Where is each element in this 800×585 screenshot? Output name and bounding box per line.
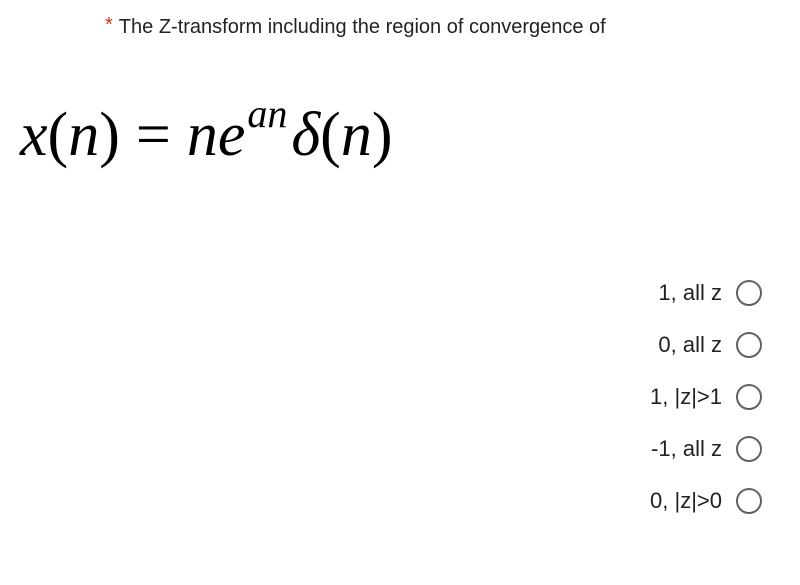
- question-text: * The Z-transform including the region of…: [105, 16, 606, 39]
- radio-icon[interactable]: [736, 488, 762, 514]
- eq-n-lhs: n: [68, 100, 99, 171]
- radio-icon[interactable]: [736, 384, 762, 410]
- question-prompt: The Z-transform including the region of …: [119, 16, 606, 38]
- eq-x: x: [20, 100, 48, 171]
- eq-paren-close: ): [99, 100, 120, 171]
- option-row[interactable]: 1, all z: [658, 280, 762, 306]
- option-label: 0, |z|>0: [650, 488, 722, 514]
- equation: x ( n ) = n e an δ ( n ): [20, 100, 720, 200]
- radio-icon[interactable]: [736, 436, 762, 462]
- eq-sup-n: n: [267, 90, 287, 137]
- option-label: 0, all z: [658, 332, 722, 358]
- eq-paren-close-2: ): [372, 100, 393, 171]
- eq-delta: δ: [291, 100, 320, 171]
- eq-paren-open-2: (: [320, 100, 341, 171]
- eq-e: e: [218, 100, 246, 171]
- options-group: 1, all z 0, all z 1, |z|>1 -1, all z 0, …: [650, 280, 762, 514]
- eq-n-rhs2: n: [341, 100, 372, 171]
- option-label: 1, all z: [658, 280, 722, 306]
- eq-n-rhs1: n: [187, 100, 218, 171]
- option-label: -1, all z: [651, 436, 722, 462]
- radio-icon[interactable]: [736, 280, 762, 306]
- radio-icon[interactable]: [736, 332, 762, 358]
- required-asterisk: *: [105, 14, 113, 36]
- option-row[interactable]: 1, |z|>1: [650, 384, 762, 410]
- option-row[interactable]: -1, all z: [651, 436, 762, 462]
- eq-paren-open: (: [48, 100, 69, 171]
- option-row[interactable]: 0, all z: [658, 332, 762, 358]
- eq-equals: =: [136, 100, 171, 171]
- option-row[interactable]: 0, |z|>0: [650, 488, 762, 514]
- eq-sup-a: a: [247, 90, 267, 137]
- option-label: 1, |z|>1: [650, 384, 722, 410]
